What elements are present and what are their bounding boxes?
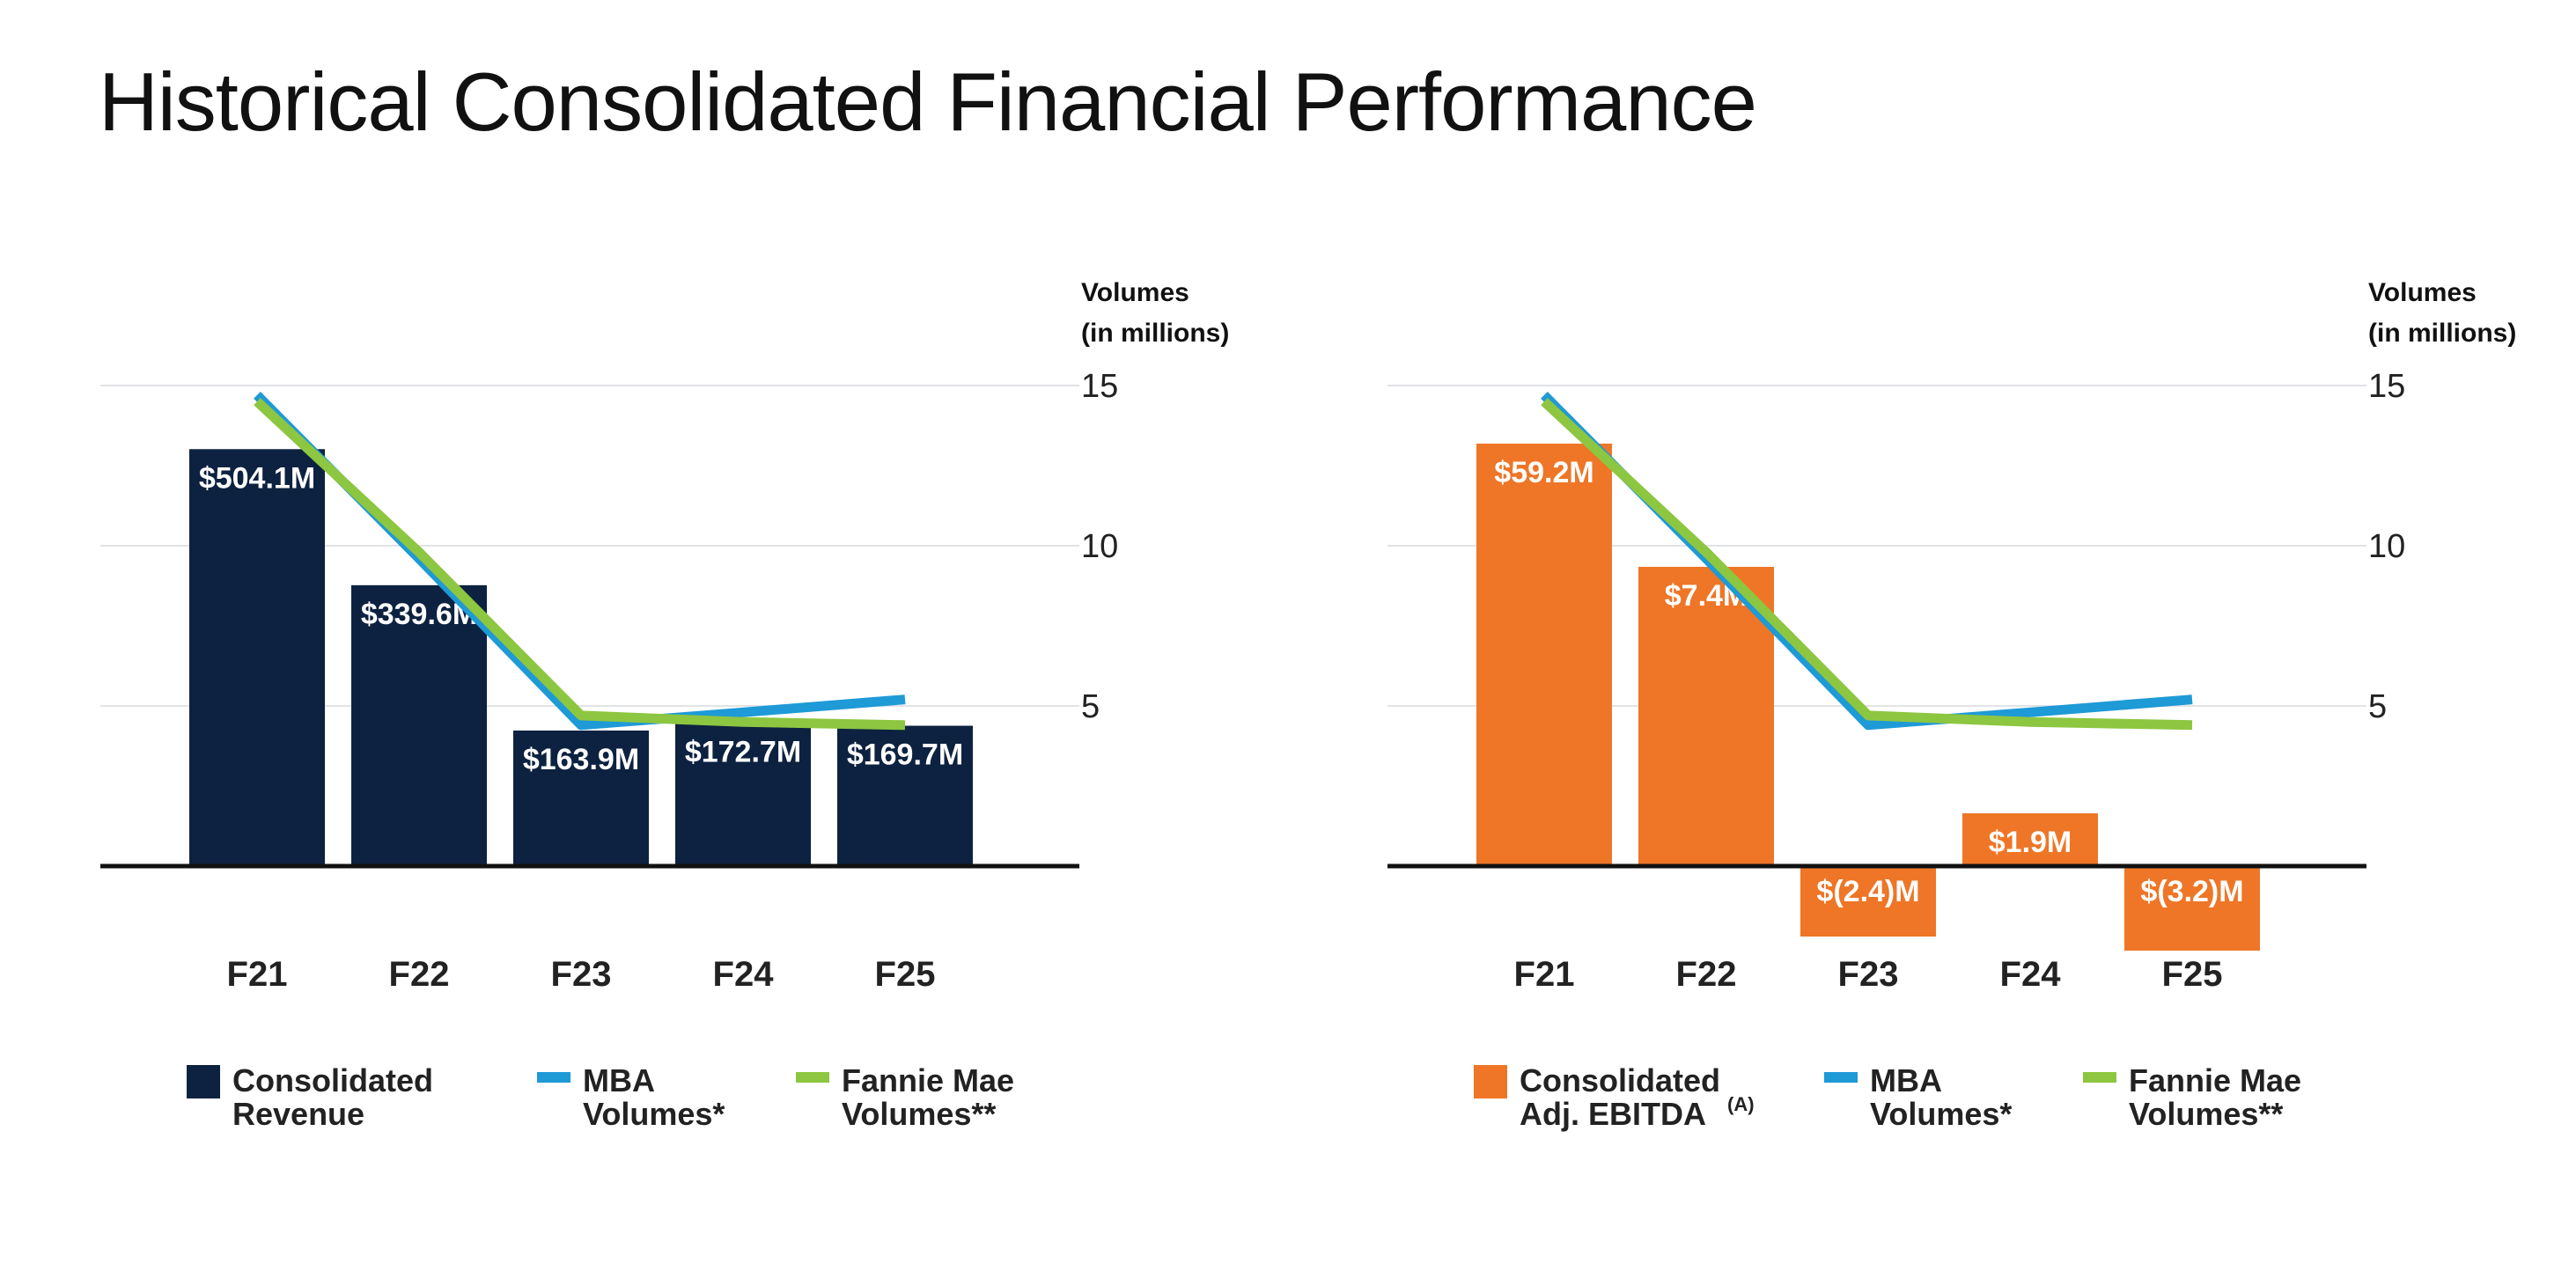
legend-label-line2: Adj. EBITDA — [1520, 1096, 1706, 1132]
bar-f21 — [1476, 444, 1612, 866]
legend-swatch-bars — [187, 1065, 220, 1098]
bar-f24 — [675, 723, 811, 866]
y-tick-label: 15 — [2368, 368, 2405, 405]
fannie-mae-volume-line — [254, 398, 906, 731]
y-axis-title-line1: Volumes — [2368, 278, 2477, 307]
legend-swatch-bars — [1474, 1065, 1507, 1098]
y-tick-label: 15 — [1081, 368, 1118, 405]
legend-label-line1: Consolidated — [232, 1062, 433, 1098]
legend-label-line1: Fannie Mae — [2129, 1062, 2301, 1098]
x-tick-label: F24 — [713, 955, 775, 994]
data-label: $59.2M — [1494, 456, 1593, 489]
legend-label-line1: MBA — [1870, 1062, 1942, 1098]
legend-label-line1: MBA — [583, 1062, 655, 1098]
x-tick-label: F23 — [551, 955, 612, 994]
x-tick-label: F21 — [227, 955, 288, 994]
legend-label-line2: Volumes** — [842, 1096, 996, 1132]
x-tick-label: F22 — [1676, 955, 1737, 994]
legend-swatch-mba — [537, 1072, 570, 1083]
x-tick-label: F25 — [2162, 955, 2223, 994]
y-tick-label: 5 — [1081, 688, 1100, 725]
bar-f23 — [1800, 866, 1936, 937]
legend-swatch-fannie-mae — [2083, 1072, 2116, 1083]
legend-label-line1: Consolidated — [1520, 1062, 1720, 1098]
bar-f22 — [351, 584, 487, 866]
data-label: $(3.2)M — [2140, 875, 2243, 908]
page-title: Historical Consolidated Financial Perfor… — [99, 55, 1757, 148]
bar-f21 — [189, 449, 325, 866]
y-axis-title-line1: Volumes — [1081, 278, 1189, 307]
legend-label-line2: Volumes* — [583, 1096, 725, 1132]
y-tick-label: 5 — [2368, 688, 2387, 725]
x-tick-label: F25 — [875, 955, 936, 994]
fannie-mae-volume-line — [1541, 398, 2193, 731]
x-tick-label: F24 — [2000, 955, 2062, 994]
x-tick-label: F21 — [1514, 955, 1575, 994]
data-label: $169.7M — [847, 738, 963, 772]
y-axis-title-line2: (in millions) — [2368, 319, 2516, 348]
legend-label-line1: Fannie Mae — [842, 1062, 1014, 1098]
legend-label-line2: Volumes* — [1870, 1096, 2012, 1132]
legend-superscript: (A) — [1727, 1093, 1755, 1115]
bar-f25 — [837, 725, 973, 866]
data-label: $1.9M — [1989, 826, 2072, 859]
x-tick-label: F23 — [1838, 955, 1899, 994]
data-label: $163.9M — [523, 743, 639, 776]
data-label: $(2.4)M — [1816, 875, 1919, 908]
bar-f22 — [1638, 567, 1774, 866]
legend-swatch-mba — [1824, 1072, 1858, 1083]
bar-f23 — [513, 730, 649, 866]
legend-swatch-fannie-mae — [796, 1072, 829, 1083]
y-tick-label: 10 — [1081, 528, 1118, 565]
y-axis-title-line2: (in millions) — [1081, 319, 1229, 348]
legend-label-line2: Volumes** — [2129, 1096, 2283, 1132]
bar-f25 — [2124, 866, 2260, 951]
data-label: $172.7M — [685, 736, 801, 769]
data-label: $504.1M — [199, 461, 315, 495]
x-tick-label: F22 — [389, 955, 450, 994]
legend-label-line2: Revenue — [232, 1096, 364, 1132]
y-tick-label: 10 — [2368, 528, 2405, 565]
bar-f24 — [1962, 813, 2098, 866]
